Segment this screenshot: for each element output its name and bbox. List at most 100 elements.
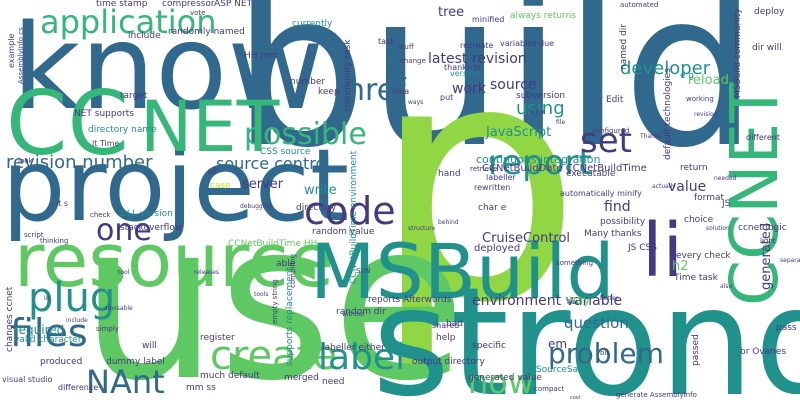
word: better bbox=[600, 295, 619, 302]
word: much default bbox=[200, 371, 260, 381]
word: compact bbox=[534, 385, 565, 393]
word: needed bbox=[714, 175, 737, 182]
word: labeller bbox=[486, 173, 516, 182]
word: merged bbox=[284, 373, 319, 383]
word: question bbox=[564, 314, 629, 332]
word: Edit bbox=[606, 95, 624, 105]
word: ccnet logic bbox=[738, 223, 787, 233]
word: revision bbox=[694, 111, 718, 118]
word: reload bbox=[688, 73, 729, 88]
word: include bbox=[128, 31, 161, 41]
word: will bbox=[142, 341, 157, 351]
word: stuff bbox=[398, 43, 414, 51]
word: write bbox=[304, 183, 337, 198]
word: create bbox=[210, 333, 337, 379]
word: look bbox=[18, 157, 33, 165]
word: subversion bbox=[516, 91, 566, 101]
word: debugging bbox=[240, 203, 273, 210]
word: possible bbox=[244, 117, 367, 152]
word: visual studio bbox=[2, 375, 53, 384]
word: files bbox=[10, 311, 88, 355]
word: produced bbox=[40, 357, 83, 367]
word: revision number bbox=[6, 152, 153, 173]
word: using bbox=[516, 98, 565, 119]
word: without bbox=[342, 311, 365, 318]
word: one bbox=[96, 213, 152, 248]
word: Many thanks bbox=[584, 229, 642, 239]
word: random value bbox=[312, 227, 375, 237]
word: able bbox=[276, 259, 296, 269]
word: specific bbox=[472, 341, 507, 351]
word: rewritten bbox=[474, 183, 511, 192]
word: retrieve bbox=[470, 165, 498, 173]
word: CCNET bbox=[716, 82, 793, 306]
word: minified bbox=[472, 15, 505, 24]
word: CruiseControl bbox=[482, 231, 571, 246]
word: char e bbox=[478, 203, 507, 213]
word: CC bbox=[6, 72, 129, 175]
word: CSS source bbox=[260, 147, 311, 157]
word: dummy label bbox=[106, 357, 165, 367]
word: pass bbox=[776, 323, 797, 333]
word: releases bbox=[194, 269, 220, 276]
word: ASP NET bbox=[214, 0, 253, 9]
word: plug bbox=[28, 275, 116, 321]
word: Id bbox=[44, 295, 50, 302]
word: task bbox=[378, 37, 395, 46]
word: it s bbox=[56, 199, 69, 208]
word: work bbox=[452, 81, 486, 97]
word: format bbox=[694, 193, 725, 203]
word: JS bbox=[722, 199, 731, 209]
word: script bbox=[24, 231, 44, 239]
word: SVN bbox=[356, 267, 371, 275]
word: working bbox=[686, 95, 714, 103]
word: h2 bbox=[672, 259, 689, 274]
word: help bbox=[436, 333, 456, 343]
word: variables due bbox=[500, 39, 555, 48]
word: Test bbox=[566, 299, 578, 306]
word: example bbox=[7, 33, 16, 68]
word: em bbox=[548, 337, 568, 351]
word: bad bbox=[446, 319, 463, 329]
word: dir will bbox=[752, 43, 782, 53]
word: executable bbox=[566, 169, 616, 179]
word: br Ovanes bbox=[740, 347, 787, 357]
word: thinking bbox=[40, 237, 69, 245]
word: every check bbox=[676, 251, 731, 261]
word: MSBuild community bbox=[733, 8, 743, 98]
word: tools bbox=[254, 291, 269, 298]
word: continuous integration bbox=[476, 153, 601, 166]
word: case bbox=[210, 181, 231, 191]
word: SourceSafe bbox=[536, 365, 587, 375]
word: ul bbox=[208, 167, 217, 177]
word: server bbox=[242, 177, 284, 192]
word: AssemblyInfo cs bbox=[17, 27, 25, 84]
word: shared bbox=[432, 321, 460, 330]
word: reports Afterwords bbox=[368, 295, 452, 305]
word: lt Time bbox=[92, 139, 120, 148]
word: know bbox=[12, 0, 324, 136]
word: file bbox=[556, 119, 566, 126]
word: source control bbox=[216, 154, 330, 173]
word: use bbox=[80, 176, 466, 400]
word: return bbox=[680, 163, 708, 173]
word: project bbox=[2, 127, 350, 244]
word: register bbox=[200, 333, 235, 343]
word: difference bbox=[58, 383, 99, 392]
word: developer bbox=[620, 58, 711, 79]
word: generated value bbox=[468, 373, 542, 383]
word: configured bbox=[592, 127, 630, 135]
word: vote bbox=[190, 9, 206, 17]
word: report bbox=[488, 143, 592, 183]
word: community task bbox=[343, 39, 353, 112]
word: possibility bbox=[600, 217, 646, 227]
word: CCNetBuildTime HH bbox=[228, 239, 318, 249]
word: changes ccnet bbox=[5, 286, 15, 352]
word: source bbox=[490, 77, 537, 93]
word: idea bbox=[392, 87, 410, 96]
word: code bbox=[304, 189, 396, 233]
word: light bbox=[760, 237, 776, 245]
word: need bbox=[322, 377, 345, 387]
word: compressor bbox=[162, 0, 215, 9]
word: behind bbox=[438, 219, 459, 226]
